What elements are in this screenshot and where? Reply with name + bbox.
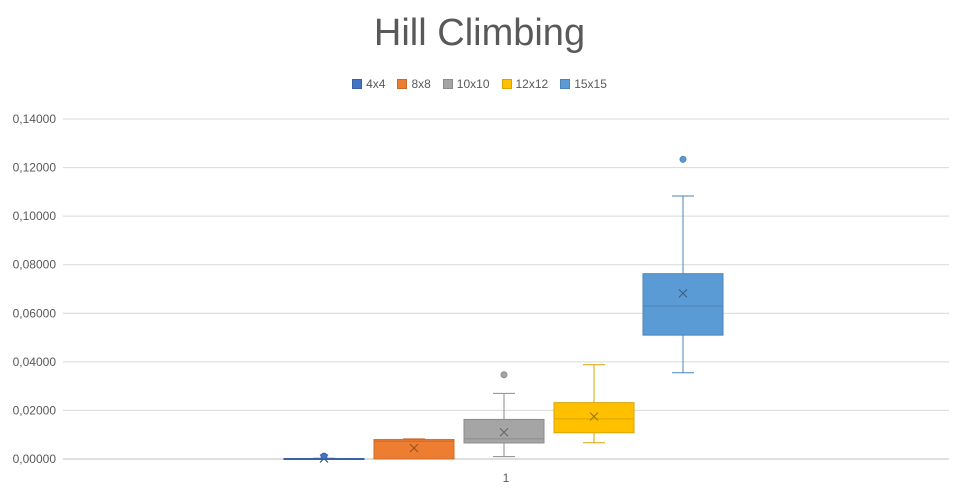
box-8x8-mean-marker: [409, 443, 419, 453]
y-tick-label: 0,10000: [13, 209, 57, 223]
y-tick-label: 0,04000: [13, 355, 57, 369]
legend-item-15x15: 15x15: [560, 77, 607, 91]
y-tick-label: 0,08000: [13, 258, 57, 272]
legend: 4x4 8x8 10x10 12x12 15x15: [0, 77, 959, 91]
legend-swatch: [560, 79, 571, 89]
legend-label: 10x10: [456, 77, 490, 91]
box-15x15-outlier: [679, 155, 687, 163]
legend-label: 12x12: [515, 77, 549, 91]
legend-item-8x8: 8x8: [397, 77, 431, 91]
legend-label: 8x8: [411, 77, 431, 91]
box-10x10-mean-marker: [499, 427, 509, 437]
y-tick-label: 0,12000: [13, 161, 57, 175]
box-12x12-mean-marker: [589, 412, 599, 421]
legend-item-4x4: 4x4: [352, 77, 385, 91]
x-tick-label: 1: [503, 471, 510, 485]
legend-item-12x12: 12x12: [501, 77, 549, 91]
box-15x15-iqr: [642, 273, 724, 336]
legend-label: 15x15: [574, 77, 607, 91]
box-10x10-iqr: [463, 418, 545, 444]
box-4x4-outlier: [320, 452, 328, 460]
box-10x10-outlier: [500, 371, 508, 379]
legend-item-10x10: 10x10: [442, 77, 490, 91]
legend-swatch: [397, 79, 408, 89]
y-tick-label: 0,02000: [13, 403, 57, 417]
legend-label: 4x4: [366, 77, 386, 91]
chart-title: Hill Climbing: [373, 12, 586, 54]
legend-swatch: [501, 79, 512, 89]
box-8x8-iqr: [373, 439, 455, 460]
y-tick-label: 0,06000: [13, 306, 57, 320]
legend-swatch: [442, 79, 453, 89]
y-tick-label: 0,00000: [13, 452, 57, 466]
legend-swatch: [352, 79, 363, 89]
y-tick-label: 0,14000: [13, 112, 57, 126]
box-12x12-iqr: [553, 402, 635, 434]
box-15x15-mean-marker: [678, 289, 688, 298]
